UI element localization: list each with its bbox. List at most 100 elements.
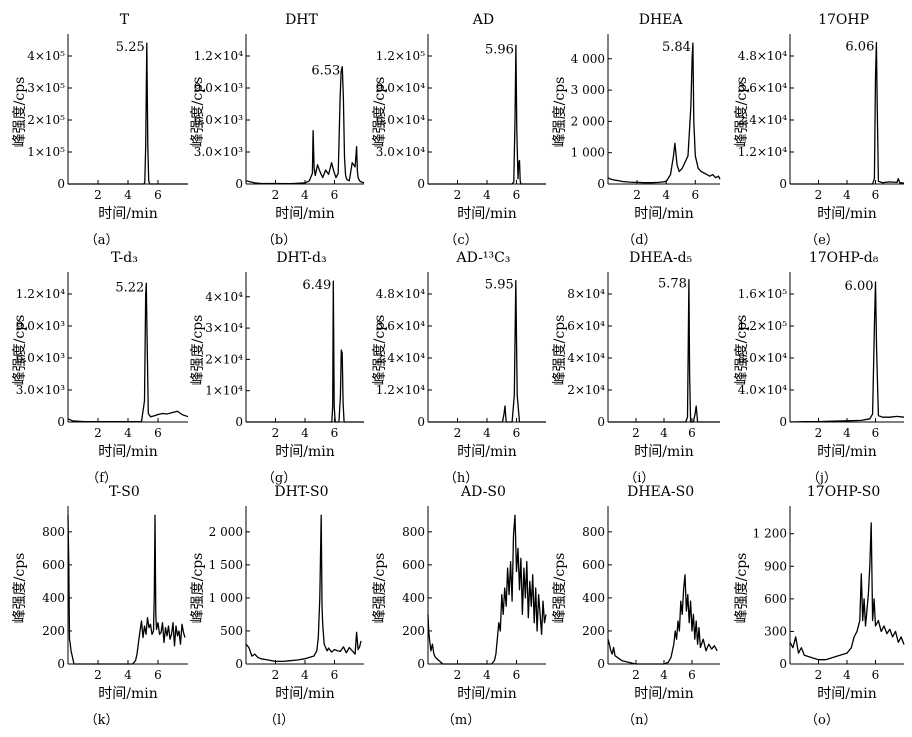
x-axis-label: 时间/min: [817, 206, 877, 222]
x-axis-label: 时间/min: [98, 686, 158, 702]
y-tick-label: 800: [402, 525, 425, 539]
y-axis-label: 峰强度/cps: [12, 77, 28, 148]
peak-rt-label: 5.96: [485, 42, 514, 57]
y-axis-label: 峰强度/cps: [734, 553, 750, 624]
y-tick-label: 800: [42, 525, 65, 539]
x-tick-label: 4: [843, 668, 851, 682]
y-tick-label: 8.0×10⁴: [738, 351, 787, 365]
x-tick-label: 4: [660, 426, 668, 440]
y-axis-label: 峰强度/cps: [552, 77, 568, 148]
y-axis-label: 峰强度/cps: [552, 553, 568, 624]
panel-title: DHEA-d₅: [629, 250, 692, 266]
y-tick-label: 1×10⁴: [205, 384, 243, 398]
x-axis-label: 时间/min: [634, 444, 694, 460]
y-tick-label: 1.6×10⁵: [738, 287, 787, 301]
panel-caption: （j）: [807, 471, 837, 486]
peak-rt-label: 5.84: [662, 40, 691, 55]
x-tick-label: 4: [843, 426, 851, 440]
series-line: [607, 42, 721, 184]
x-tick-label: 2: [94, 668, 102, 682]
y-tick-label: 3 000: [571, 83, 605, 97]
x-tick-label: 6: [691, 188, 699, 202]
peak-rt-label: 6.49: [302, 278, 331, 293]
panel-title: DHT: [285, 12, 318, 28]
y-tick-label: 0: [417, 657, 425, 671]
y-tick-label: 3.0×10³: [194, 145, 243, 159]
y-tick-label: 3×10⁵: [27, 81, 65, 95]
y-tick-label: 4×10⁴: [205, 290, 243, 304]
y-tick-label: 1.2×10⁴: [376, 383, 425, 397]
y-axis-label: 峰强度/cps: [190, 315, 206, 386]
panel-caption: （e）: [805, 233, 839, 248]
x-tick-label: 6: [872, 188, 880, 202]
x-tick-label: 6: [331, 668, 339, 682]
chart-panel-c: 0 3.0×10⁴ 6.0×10⁴ 9.0×10⁴ 1.2×10⁵ 2 4 6 AD 5.96 时间…: [372, 12, 546, 248]
x-axis-label: 时间/min: [634, 206, 694, 222]
series-line: [789, 281, 905, 423]
panel-title: AD-S0: [460, 484, 506, 500]
x-tick-label: 4: [843, 188, 851, 202]
panel-caption: （n）: [622, 713, 656, 728]
y-tick-label: 2.4×10⁴: [738, 113, 787, 127]
chart-panel-h: 0 1.2×10⁴ 2.4×10⁴ 3.6×10⁴ 4.8×10⁴ 2 4 6 AD-¹³C₃ 5…: [372, 250, 546, 486]
y-axis-label: 峰强度/cps: [190, 77, 206, 148]
y-tick-label: 300: [764, 624, 787, 638]
panel-title: AD-¹³C₃: [456, 250, 511, 266]
panel-caption: （f）: [86, 471, 117, 486]
y-tick-label: 1 200: [753, 527, 787, 541]
y-tick-label: 0: [597, 177, 605, 191]
x-tick-label: 2: [815, 426, 823, 440]
chart-panel-i: 0 2×10⁴ 4×10⁴ 6×10⁴ 8×10⁴ 2 4 6 DHEA-d₅ 5.78 时间/mi…: [552, 250, 720, 486]
series-line: [427, 514, 547, 665]
x-axis-label: 时间/min: [817, 444, 877, 460]
y-tick-label: 0: [597, 657, 605, 671]
chart-panel-m: 0 200 400 600 800 2 4 6 AD-S0 时间/min 峰强度/cps （m）: [372, 484, 547, 728]
panel-title: T-d₃: [111, 250, 138, 266]
x-axis-label: 时间/min: [98, 206, 158, 222]
peak-rt-label: 5.95: [485, 278, 514, 293]
y-tick-label: 600: [402, 558, 425, 572]
panel-caption: （i）: [624, 471, 654, 486]
y-tick-label: 1.2×10⁵: [738, 319, 787, 333]
y-tick-label: 1 500: [209, 558, 243, 572]
y-tick-label: 600: [42, 558, 65, 572]
chart-panel-d: 0 1 000 2 000 3 000 4 000 2 4 6 DHEA 5.84 时间/min 峰强…: [552, 12, 721, 248]
x-tick-label: 4: [124, 668, 132, 682]
y-tick-label: 0: [597, 415, 605, 429]
x-tick-label: 6: [688, 426, 696, 440]
x-tick-label: 4: [483, 188, 491, 202]
y-tick-label: 400: [582, 591, 605, 605]
x-tick-label: 2: [454, 426, 462, 440]
y-tick-label: 0: [779, 657, 787, 671]
x-tick-label: 4: [301, 426, 309, 440]
y-axis-label: 峰强度/cps: [12, 553, 28, 624]
x-tick-label: 6: [513, 426, 521, 440]
x-tick-label: 2: [632, 426, 640, 440]
x-tick-label: 4: [662, 188, 670, 202]
chart-panel-l: 0 500 1 000 1 500 2 000 2 4 6 DHT-S0 时间/min 峰强度/cp…: [190, 484, 364, 728]
x-tick-label: 6: [513, 188, 521, 202]
panel-caption: （d）: [622, 233, 656, 248]
x-axis-label: 时间/min: [634, 686, 694, 702]
y-tick-label: 4.0×10⁴: [738, 383, 787, 397]
panel-caption: （m）: [442, 713, 480, 728]
panel-caption: （h）: [444, 471, 478, 486]
y-tick-label: 6.0×10⁴: [376, 113, 425, 127]
series-line: [246, 280, 364, 423]
y-tick-label: 600: [764, 592, 787, 606]
y-tick-label: 2 000: [571, 114, 605, 128]
y-axis-label: 峰强度/cps: [734, 315, 750, 386]
y-tick-label: 2.4×10⁴: [376, 351, 425, 365]
series-line: [428, 44, 546, 185]
series-line: [789, 522, 905, 661]
y-tick-label: 4×10⁴: [567, 351, 605, 365]
y-tick-label: 1 000: [571, 146, 605, 160]
y-axis-label: 峰强度/cps: [552, 315, 568, 386]
x-tick-label: 2: [454, 668, 462, 682]
y-tick-label: 2 000: [209, 525, 243, 539]
y-tick-label: 1 000: [209, 591, 243, 605]
panel-title: 17OHP-d₈: [809, 250, 879, 266]
y-tick-label: 4 000: [571, 52, 605, 66]
y-axis-label: 峰强度/cps: [372, 553, 388, 624]
y-tick-label: 6.0×10³: [194, 113, 243, 127]
